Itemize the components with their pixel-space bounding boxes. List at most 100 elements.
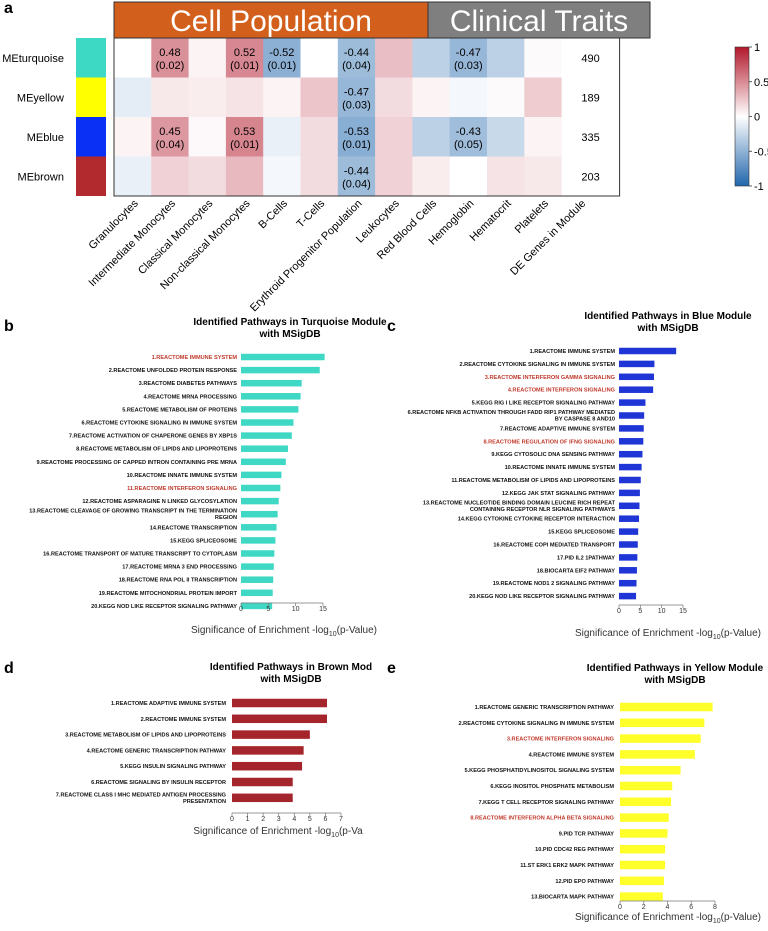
column-label: B-Cells (256, 197, 290, 231)
chart-title: Identified Pathways in Yellow Module (587, 663, 764, 674)
p-value: (0.04) (156, 139, 185, 151)
bar (620, 813, 669, 822)
bar (619, 541, 638, 548)
heatmap-cell (449, 156, 488, 197)
correlation-value: -0.47 (456, 47, 481, 59)
bar (620, 860, 666, 870)
bar (241, 589, 273, 597)
colorbar (734, 46, 750, 187)
x-tick-label: 6 (323, 816, 327, 823)
category-label: 1.REACTOME GENERIC TRANSCRIPTION PATHWAY (475, 705, 615, 711)
correlation-value: -0.53 (344, 126, 369, 138)
heatmap-cell (188, 156, 227, 197)
heatmap-cell (449, 117, 488, 157)
category-label: 7.KEGG T CELL RECEPTOR SIGNALING PATHWAY (478, 800, 614, 806)
x-axis-label-subscript: 10 (331, 832, 339, 839)
category-label: 9.PID TCR PATHWAY (559, 831, 614, 837)
heatmap-cell (263, 77, 301, 118)
correlation-value: 0.48 (159, 47, 180, 59)
x-tick-label: 10 (292, 606, 300, 613)
group-header-box (427, 1, 651, 39)
correlation-value: 0.52 (234, 47, 255, 59)
p-value: (0.03) (342, 99, 371, 111)
heatmap-cell (263, 117, 301, 157)
colorbar-tick-label: -0.5 (754, 146, 768, 158)
category-label: 7.REACTOME ACTIVATION OF CHAPERONE GENES… (69, 434, 237, 440)
module-gene-count: 490 (581, 53, 599, 65)
correlation-value: -0.47 (344, 86, 369, 98)
p-value: (0.04) (342, 178, 371, 190)
heatmap-cell (375, 156, 413, 197)
bar (619, 373, 654, 381)
x-axis-label-suffix: (p-Va (339, 826, 363, 837)
heatmap-cell (487, 156, 525, 197)
bar (241, 379, 302, 387)
category-label: 5.REACTOME METABOLISM OF PROTEINS (122, 407, 237, 413)
category-label: 13.BIOCARTA MAPK PATHWAY (531, 895, 614, 901)
x-tick-label: 6 (689, 904, 693, 911)
bar (241, 550, 275, 557)
correlation-value: -0.44 (344, 165, 369, 177)
x-axis-label: Significance of Enrichment -log10(p-Valu… (191, 625, 377, 638)
x-tick-label: 2 (642, 904, 646, 911)
bar (620, 734, 701, 743)
x-tick-label: 4 (666, 904, 670, 911)
bar (241, 432, 292, 439)
colorbar-tick-label: 0 (754, 112, 760, 124)
heatmap-cell (225, 117, 264, 157)
bar (619, 579, 637, 587)
category-label: 4.REACTOME IMMUNE SYSTEM (529, 752, 615, 758)
heatmap-cell (375, 77, 413, 118)
heatmap-cell (114, 77, 152, 118)
category-label: 1.REACTOME IMMUNE SYSTEM (152, 355, 238, 361)
bar (620, 765, 681, 775)
category-label: 1.REACTOME ADAPTIVE IMMUNE SYSTEM (111, 701, 226, 707)
bar (619, 360, 655, 368)
heatmap-cell (337, 38, 376, 78)
module-color-box (76, 117, 106, 157)
category-label: 3.REACTOME METABOLISM OF LIPIDS AND LIPO… (65, 733, 226, 739)
count-column (561, 38, 620, 196)
bar (619, 450, 643, 458)
x-tick-label: 0 (239, 606, 243, 613)
heatmap-cell (300, 38, 339, 78)
heatmap-cell (412, 77, 451, 118)
bar (619, 476, 641, 484)
x-axis-label-prefix: Significance of Enrichment -log (191, 625, 329, 636)
bar (619, 438, 644, 445)
p-value: (0.01) (342, 139, 371, 151)
category-label: 12.PID EPO PATHWAY (555, 879, 614, 885)
bar (241, 393, 301, 400)
category-label: 4.REACTOME INTERFERON SIGNALING (508, 388, 615, 394)
chart-subtitle: with MSigDB (643, 675, 705, 686)
module-gene-count: 203 (581, 171, 599, 183)
category-label: 6.REACTOME SIGNALING BY INSULIN RECEPTOR (91, 780, 226, 786)
column-label: Platelets (513, 197, 552, 236)
bar (241, 445, 289, 452)
x-axis-label-prefix: Significance of Enrichment -log (575, 912, 713, 923)
bar (620, 702, 713, 712)
chart-title: Identified Pathways in Blue Module (584, 311, 752, 322)
category-label: 2.REACTOME UNFOLDED PROTEIN RESPONSE (109, 368, 238, 374)
category-label: 2.REACTOME CYTOKINE SIGNALING IN IMMUNE … (460, 362, 616, 368)
bar (619, 386, 654, 393)
heatmap-cell (412, 117, 451, 157)
chart-subtitle: with MSigDB (258, 329, 320, 340)
x-axis-label-suffix: (p-Value) (721, 912, 761, 923)
bar (619, 592, 637, 600)
bar (620, 750, 695, 759)
module-gene-count: 189 (581, 92, 599, 104)
p-value: (0.01) (230, 139, 259, 151)
bar (619, 528, 639, 535)
heatmap-cell (151, 156, 190, 197)
category-label: 5.KEGG RIG I LIKE RECEPTOR SIGNALING PAT… (472, 401, 616, 407)
category-label: 15.KEGG SPLICEOSOME (170, 538, 237, 544)
chart-subtitle: with MSigDB (259, 674, 321, 685)
module-color-box (76, 38, 106, 78)
x-tick-label: 5 (638, 608, 642, 615)
heatmap-border (113, 37, 621, 197)
x-tick-label: 8 (713, 904, 717, 911)
bar (241, 602, 273, 610)
category-label: 1.REACTOME IMMUNE SYSTEM (530, 349, 616, 355)
heatmap-cell (151, 77, 190, 118)
